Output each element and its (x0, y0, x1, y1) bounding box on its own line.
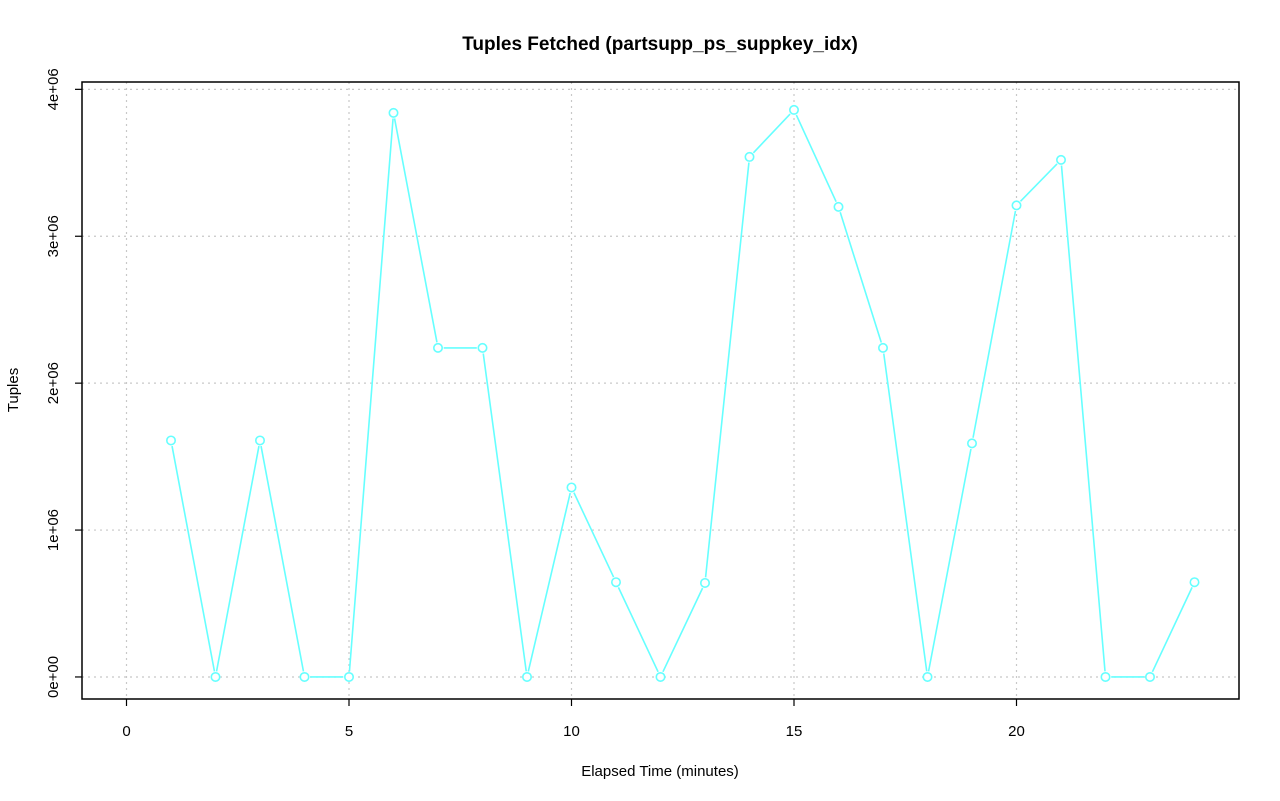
y-axis: 0e+00 1e+06 2e+06 3e+06 4e+06 (45, 68, 82, 698)
grid-lines (82, 82, 1239, 699)
plot-frame (81, 81, 1240, 700)
data-point (1100, 671, 1111, 682)
data-point (966, 438, 977, 449)
data-point (922, 671, 933, 682)
data-point (877, 342, 888, 353)
data-point (166, 435, 177, 446)
y-tick-label: 4e+06 (45, 68, 62, 110)
y-tick-label: 1e+06 (45, 509, 62, 551)
data-point (833, 201, 844, 212)
data-point (255, 435, 266, 446)
data-point (655, 671, 666, 682)
data-point (699, 577, 710, 588)
x-tick-label: 15 (786, 723, 803, 740)
x-tick-label: 0 (122, 723, 130, 740)
x-axis-label: Elapsed Time (minutes) (581, 763, 739, 780)
data-point (566, 482, 577, 493)
series-layer (166, 104, 1200, 682)
y-tick-label: 3e+06 (45, 215, 62, 257)
data-point (343, 671, 354, 682)
data-point (610, 577, 621, 588)
data-point (299, 671, 310, 682)
data-point (388, 107, 399, 118)
x-tick-label: 5 (345, 723, 353, 740)
data-point (210, 671, 221, 682)
x-tick-label: 20 (1008, 723, 1025, 740)
data-point (521, 671, 532, 682)
data-point (1189, 577, 1200, 588)
data-point (1011, 200, 1022, 211)
y-tick-label: 0e+00 (45, 656, 62, 698)
series-line (171, 113, 1193, 678)
data-point (788, 104, 799, 115)
data-point (1145, 671, 1156, 682)
data-point (477, 342, 488, 353)
data-point (1056, 154, 1067, 165)
x-tick-label: 10 (563, 723, 580, 740)
x-axis: 0 5 10 15 20 (122, 699, 1025, 740)
y-axis-label: Tuples (5, 368, 22, 412)
chart-title: Tuples Fetched (partsupp_ps_suppkey_idx) (462, 34, 858, 55)
data-point (744, 151, 755, 162)
data-point (432, 342, 443, 353)
y-tick-label: 2e+06 (45, 362, 62, 404)
